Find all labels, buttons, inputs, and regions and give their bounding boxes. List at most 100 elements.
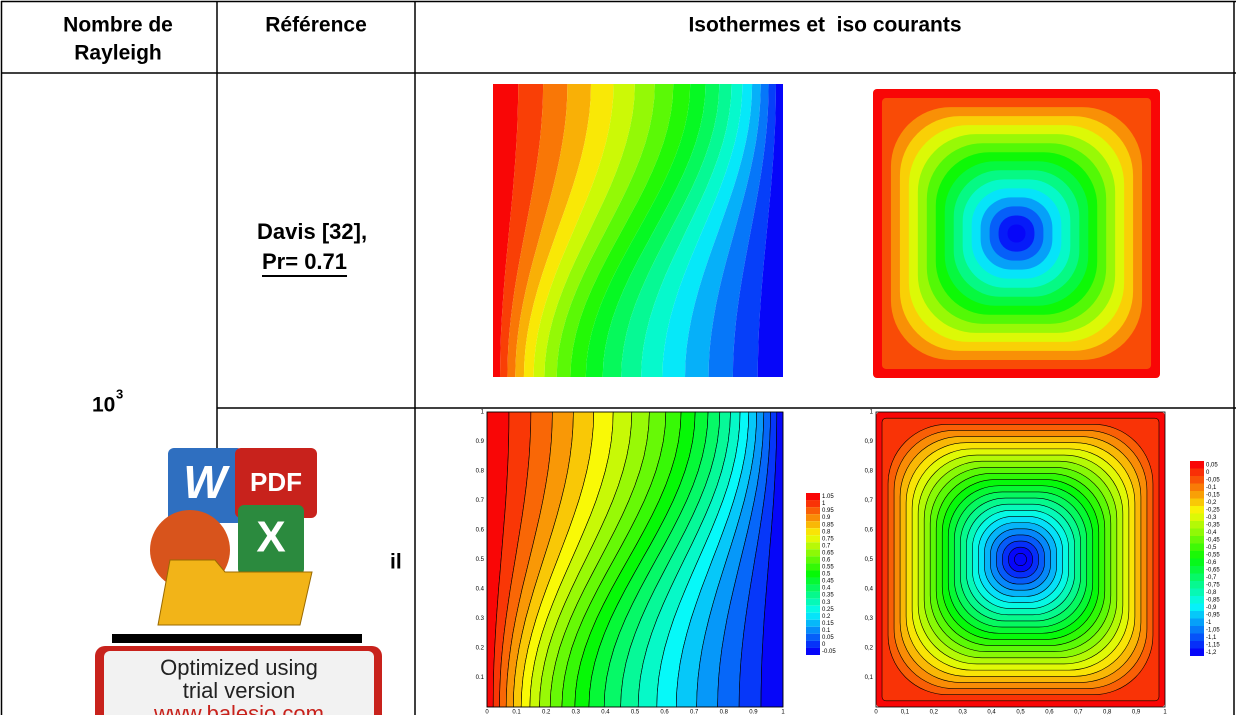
y-tick-label: 0,2	[865, 646, 874, 652]
legend-label: 0.75	[822, 536, 834, 542]
y-tick-label: 0.7	[476, 498, 485, 504]
legend-label: 0.3	[822, 600, 831, 606]
reference: Davis [32],	[257, 219, 367, 244]
legend-swatch	[806, 647, 820, 655]
legend-label: -0,4	[1206, 530, 1217, 536]
reference: il	[390, 551, 402, 574]
legend-label: 0.5	[822, 572, 831, 578]
legend-label: -0,7	[1206, 575, 1217, 581]
legend-swatch	[1190, 461, 1204, 469]
legend-label: -0,8	[1206, 590, 1217, 596]
reference: Pr= 0.71	[262, 249, 347, 274]
x-tick-label: 0.4	[601, 710, 610, 715]
band	[585, 84, 706, 377]
x-tick-label: 0.5	[631, 710, 640, 715]
watermark-line: www.balesio.com	[153, 701, 324, 715]
legend-swatch	[1190, 521, 1204, 529]
legend-swatch	[1190, 633, 1204, 641]
legend-label: 0.15	[822, 621, 834, 627]
icon-label: X	[256, 513, 285, 562]
legend-label: -0,85	[1206, 597, 1220, 603]
legend-swatch	[1190, 648, 1204, 656]
x-tick-label: 0,6	[1045, 710, 1054, 715]
legend-label: 0.8	[822, 529, 831, 535]
legend-swatch	[1190, 551, 1204, 559]
legend-label: -0,75	[1206, 582, 1220, 588]
legend-label: -0,05	[1206, 477, 1220, 483]
badge-inner	[104, 651, 374, 715]
legend-swatch	[1190, 611, 1204, 619]
y-tick-label: 0,8	[865, 469, 874, 475]
band	[708, 84, 769, 377]
x-tick-label: 0.1	[512, 710, 521, 715]
legend-label: 0,05	[1206, 462, 1218, 468]
legend-label: 0.7	[822, 543, 831, 549]
y-tick-label: 0.2	[476, 646, 485, 652]
band	[685, 84, 761, 377]
x-tick-label: 0,5	[1016, 710, 1025, 715]
legend-label: -0,95	[1206, 612, 1220, 618]
isotherm-plot: 0 0.1 0.2 0.3 0.4 0.5 0.6 0.7 0.8 0.9 10.10.20.30.…	[476, 410, 837, 715]
legend-swatch	[1190, 558, 1204, 566]
y-tick-label: 0.9	[476, 439, 485, 445]
legend-swatch	[806, 577, 820, 585]
legend-label: -0,45	[1206, 537, 1220, 543]
icon-label: PDF	[250, 467, 302, 497]
band	[507, 84, 568, 377]
legend-swatch	[806, 640, 820, 648]
legend-swatch	[1190, 468, 1204, 476]
x-tick-label: 1	[781, 710, 785, 715]
y-tick-label: 0,5	[865, 557, 874, 563]
x-tick-label: 0,4	[987, 710, 996, 715]
legend-label: -1,05	[1206, 627, 1220, 633]
x-tick-label: 0	[874, 710, 878, 715]
legend-swatch	[1190, 573, 1204, 581]
legend-label: 0.95	[822, 508, 834, 514]
x-tick-label: 0.2	[542, 710, 551, 715]
legend-swatch	[1190, 483, 1204, 491]
legend-swatch	[806, 507, 820, 515]
streamline-plot: 0 0,1 0,2 0,3 0,4 0,5 0,6 0,7 0,8 0,9 1 0,1 0,2 0,3 0,…	[865, 410, 1221, 715]
y-tick-label: 0,4	[865, 587, 874, 593]
legend-swatch	[1190, 603, 1204, 611]
legend-label: -0.05	[822, 649, 836, 655]
y-tick-label: 1	[481, 410, 485, 416]
legend-label: 0	[822, 642, 826, 648]
legend-swatch	[1190, 506, 1204, 514]
legend-swatch	[1190, 618, 1204, 626]
legend-label: 0.55	[822, 565, 834, 571]
plot-frame	[875, 411, 1166, 708]
band	[757, 84, 783, 377]
x-tick-label: 0,2	[930, 710, 939, 715]
legend-swatch	[806, 521, 820, 529]
legend-label: -0,25	[1206, 507, 1220, 513]
x-tick-label: 0	[485, 710, 489, 715]
legend-label: 0.6	[822, 557, 831, 563]
y-tick-label: 0.4	[476, 587, 485, 593]
legend-label: 0.1	[822, 628, 831, 634]
y-tick-label: 0.5	[476, 557, 485, 563]
legend-label: 1	[822, 501, 826, 507]
excel-icon	[238, 505, 304, 575]
legend-swatch	[1190, 581, 1204, 589]
y-tick-label: 1	[870, 410, 874, 416]
legend-label: 1.05	[822, 494, 834, 500]
x-tick-label: 0.6	[660, 710, 669, 715]
word-icon	[168, 448, 243, 523]
x-tick-label: 0.9	[749, 710, 758, 715]
legend-swatch	[806, 584, 820, 592]
legend-swatch	[1190, 626, 1204, 634]
bar	[112, 634, 362, 643]
legend-label: -0,1	[1206, 485, 1217, 491]
y-tick-label: 0,1	[865, 675, 874, 681]
y-tick-label: 0,9	[865, 439, 874, 445]
legend-swatch	[1190, 543, 1204, 551]
legend-label: 0.35	[822, 593, 834, 599]
pdf-icon	[235, 448, 317, 518]
legend-swatch	[1190, 491, 1204, 499]
watermark: W PDF X Optimized using trial version ww…	[95, 448, 382, 715]
band	[493, 84, 519, 377]
x-tick-label: 1	[1163, 710, 1167, 715]
